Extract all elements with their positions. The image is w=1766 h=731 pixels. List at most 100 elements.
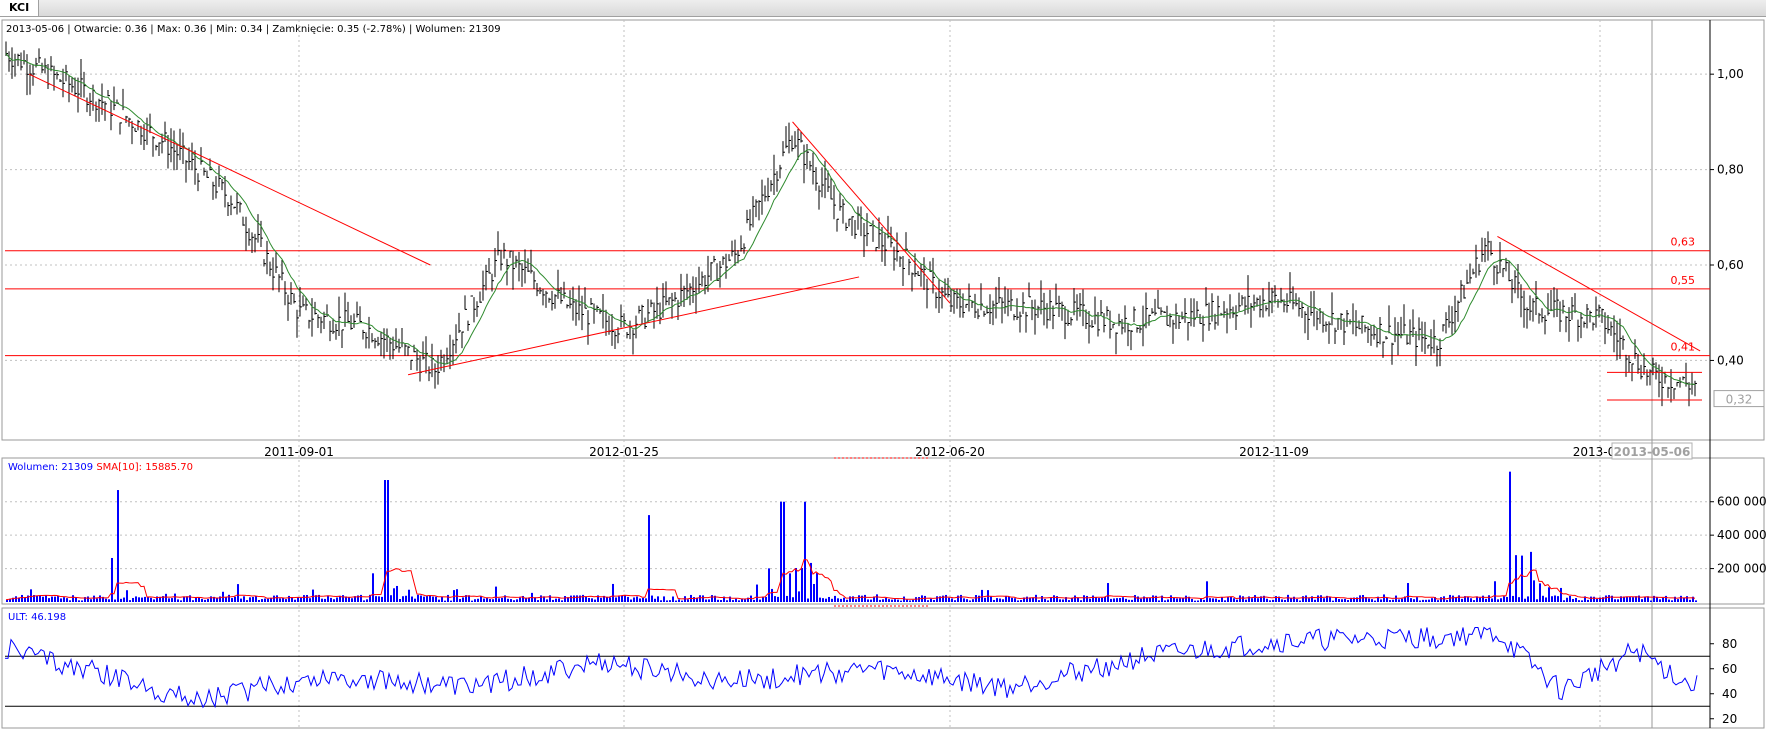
volume-bar xyxy=(1272,599,1274,602)
volume-bar xyxy=(681,600,683,602)
volume-bar xyxy=(207,598,209,602)
volume-bar xyxy=(1677,599,1679,602)
volume-bar xyxy=(129,600,131,602)
volume-bar xyxy=(1320,595,1322,602)
volume-bar xyxy=(1050,597,1052,602)
volume-bar xyxy=(66,598,68,602)
volume-bar xyxy=(255,596,257,602)
volume-bar xyxy=(186,596,188,602)
volume-bar xyxy=(510,599,512,602)
volume-bar xyxy=(1026,596,1028,602)
volume-bar xyxy=(1374,600,1376,602)
ult-tick-label: 60 xyxy=(1722,662,1737,676)
volume-bar xyxy=(1512,595,1514,602)
y-tick-label: 0,40 xyxy=(1717,353,1744,367)
volume-bar xyxy=(894,599,896,602)
volume-bar xyxy=(1464,596,1466,602)
volume-tick-label: 200 000 xyxy=(1717,562,1766,576)
volume-bar xyxy=(996,598,998,602)
volume-bar xyxy=(1434,597,1436,602)
volume-bar xyxy=(126,590,128,602)
volume-bar xyxy=(396,585,398,602)
volume-bar xyxy=(1416,597,1418,602)
volume-bar xyxy=(321,598,323,602)
volume-bar xyxy=(879,599,881,602)
volume-bar xyxy=(234,596,236,602)
volume-bar xyxy=(1131,599,1133,602)
volume-bar xyxy=(705,599,707,602)
volume-bar xyxy=(54,596,56,602)
volume-bar xyxy=(1311,596,1313,602)
volume-bar xyxy=(849,596,851,602)
volume-bar xyxy=(120,598,122,602)
volume-bar xyxy=(1029,597,1031,602)
volume-bar xyxy=(1308,598,1310,602)
volume-bar xyxy=(1305,595,1307,602)
volume-bar xyxy=(714,595,716,602)
volume-bar xyxy=(1575,598,1577,602)
volume-bar xyxy=(1353,597,1355,602)
tab-bar: KCI xyxy=(0,0,1766,17)
volume-bar xyxy=(687,599,689,602)
volume-bar xyxy=(195,597,197,602)
volume-bar xyxy=(537,600,539,602)
volume-bar xyxy=(1650,600,1652,602)
volume-bar xyxy=(1044,598,1046,602)
volume-bar xyxy=(273,595,275,602)
volume-bar xyxy=(1221,597,1223,602)
volume-bar xyxy=(405,595,407,602)
volume-bar xyxy=(1020,599,1022,602)
volume-bar xyxy=(753,599,755,602)
volume-bar xyxy=(516,599,518,602)
volume-bar xyxy=(1341,599,1343,602)
trendline xyxy=(407,276,860,376)
volume-bar xyxy=(450,600,452,602)
tab-kci[interactable]: KCI xyxy=(0,0,40,16)
volume-bar xyxy=(438,599,440,602)
volume-bar xyxy=(1539,583,1541,602)
volume-bar xyxy=(387,480,389,602)
volume-bar xyxy=(1233,598,1235,602)
volume-bar xyxy=(1068,600,1070,602)
volume-bar xyxy=(1440,597,1442,602)
volume-bar xyxy=(540,595,542,602)
volume-bar xyxy=(312,589,314,602)
volume-bar xyxy=(792,597,794,602)
volume-bar xyxy=(543,596,545,602)
volume-bar xyxy=(825,598,827,602)
volume-bar xyxy=(288,595,290,602)
volume-bar xyxy=(300,597,302,602)
volume-bar xyxy=(1386,597,1388,602)
info-date: 2013-05-06 xyxy=(6,24,65,35)
volume-bar xyxy=(1455,597,1457,602)
volume-bar xyxy=(594,599,596,602)
level-label: 0,63 xyxy=(1671,236,1696,249)
volume-bar xyxy=(819,597,821,602)
volume-bar xyxy=(468,595,470,602)
volume-bar xyxy=(1521,555,1523,602)
current-price-box xyxy=(1713,390,1765,408)
volume-bar xyxy=(1110,598,1112,602)
volume-bar xyxy=(381,596,383,602)
volume-bar xyxy=(210,596,212,602)
volume-bar xyxy=(630,599,632,602)
volume-bar xyxy=(1197,600,1199,602)
volume-bar xyxy=(1329,596,1331,602)
volume-bar xyxy=(1554,595,1556,602)
volume-bar xyxy=(1317,595,1319,602)
price-panel-border xyxy=(1,19,1765,441)
y-tick-label: 1,00 xyxy=(1717,67,1744,81)
volume-bar xyxy=(354,596,356,602)
volume-bar xyxy=(1266,598,1268,602)
volume-bar xyxy=(579,595,581,602)
volume-bar xyxy=(1419,600,1421,602)
volume-bar xyxy=(1047,600,1049,602)
volume-bar xyxy=(306,594,308,602)
volume-bar xyxy=(1170,595,1172,602)
volume-bar xyxy=(762,596,764,602)
volume-bar xyxy=(483,598,485,602)
volume-bar xyxy=(939,596,941,602)
volume-bar xyxy=(786,595,788,602)
volume-bar xyxy=(1593,596,1595,602)
